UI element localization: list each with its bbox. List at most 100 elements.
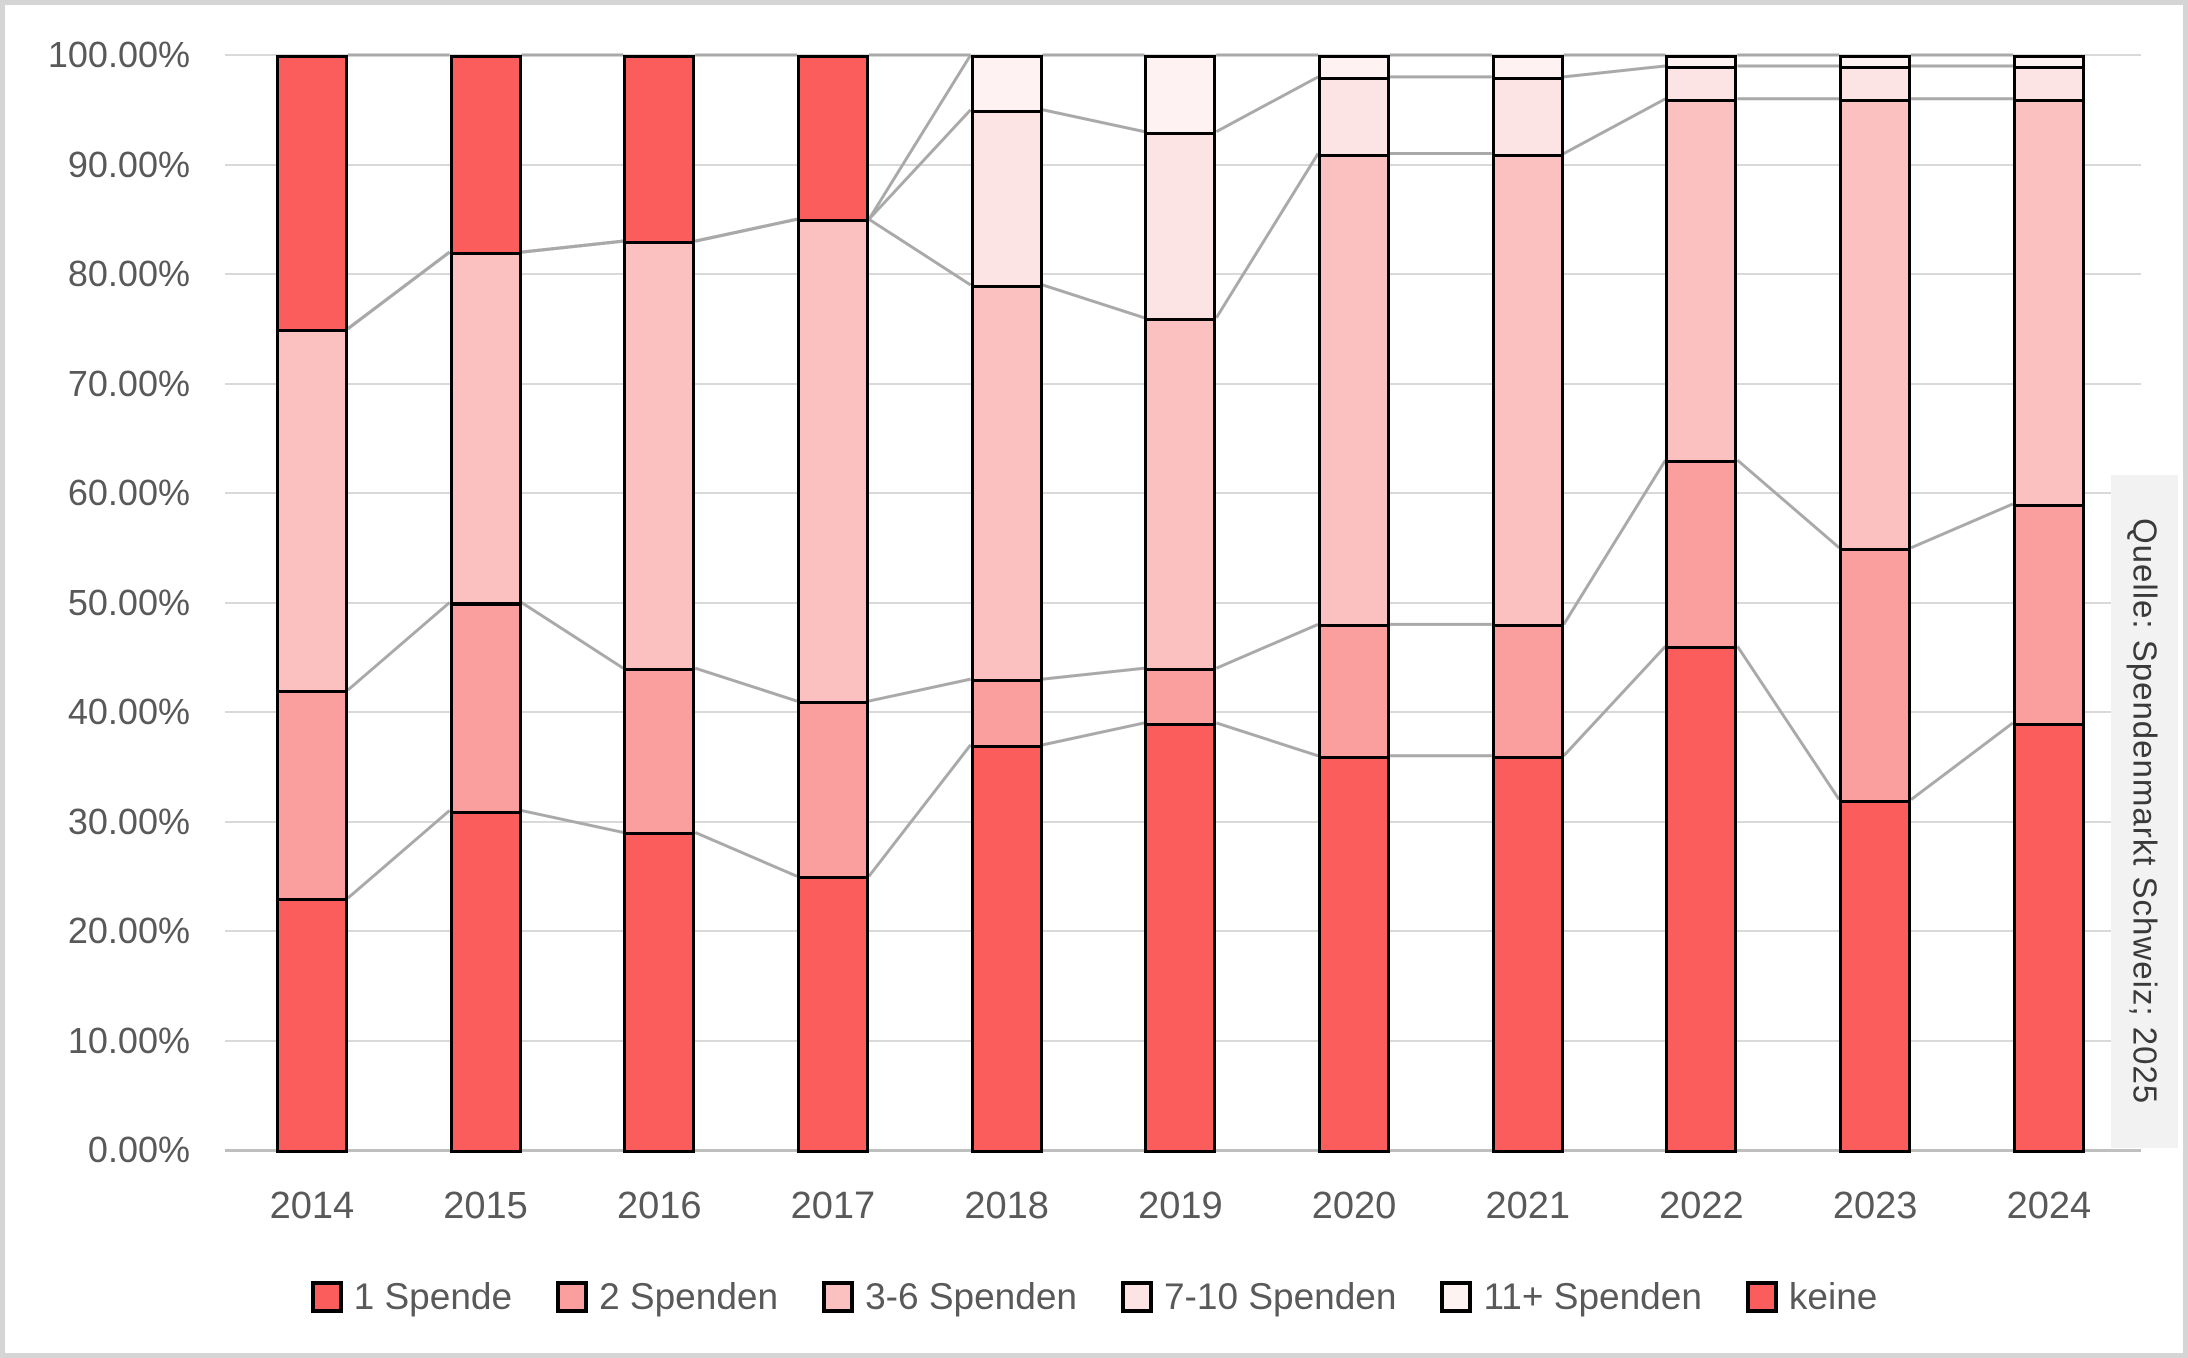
series-line-2-spenden: [1042, 666, 1145, 681]
bar-segment-2018-1-spende: [970, 744, 1043, 1153]
bar-segment-2019-7-10-spenden: [1144, 131, 1217, 321]
bar-segment-2021-1-spende: [1491, 755, 1564, 1153]
bar-segment-2017-1-spende: [796, 876, 869, 1153]
bar-segment-2022-1-spende: [1665, 646, 1738, 1153]
series-line-7-10-spenden: [1042, 108, 1145, 134]
y-axis-label-20: 20.00%: [67, 910, 190, 951]
bar-segment-2019-1-spende: [1144, 722, 1217, 1153]
series-line-2-spenden: [694, 666, 798, 703]
bar-segment-2014-1-spende: [275, 898, 348, 1153]
series-line-11+-spenden: [694, 217, 798, 243]
series-line-1-spende: [346, 809, 451, 900]
series-line-1-spende: [1042, 721, 1145, 747]
source-box: Quelle: Spendenmarkt Schweiz; 2025: [2111, 475, 2178, 1148]
legend-item-7-10-spenden: 7-10 Spenden: [1120, 1276, 1397, 1317]
x-axis-label-2022: 2022: [1659, 1185, 1744, 1227]
bar-segment-2021-11+-spenden: [1491, 55, 1564, 80]
bar-segment-2023-11+-spenden: [1839, 55, 1912, 69]
bar-segment-2024-3-6-spenden: [2012, 98, 2085, 507]
series-line-11+-spenden: [346, 250, 451, 330]
series-line-1-spende: [1910, 721, 2014, 801]
bar-segment-2022-11+-spenden: [1665, 55, 1738, 69]
series-line-3-6-spenden: [1563, 97, 1667, 155]
legend-item-2-spenden: 2 Spenden: [556, 1277, 778, 1317]
legend-swatch-icon: [556, 1281, 589, 1313]
bar-segment-2018-7-10-spenden: [970, 109, 1043, 288]
series-line-7-10-spenden: [1215, 75, 1319, 133]
legend-swatch-icon: [1120, 1281, 1153, 1313]
x-axis-label-2020: 2020: [1311, 1185, 1397, 1227]
legend-label: 11+ Spenden: [1483, 1276, 1702, 1317]
bar-segment-2018-11+-spenden: [970, 55, 1043, 113]
bar-segment-2015-keine: [449, 55, 522, 256]
bar-segment-2023-1-spende: [1839, 799, 1912, 1153]
series-line-1-spende: [694, 831, 798, 878]
legend-swatch-icon: [310, 1281, 343, 1313]
x-axis-label-2014: 2014: [269, 1185, 355, 1227]
legend-label: 7-10 Spenden: [1163, 1276, 1397, 1317]
x-axis-label-2021: 2021: [1485, 1185, 1571, 1227]
series-line-11+-spenden: [867, 54, 972, 221]
x-axis-label-2019: 2019: [1138, 1185, 1223, 1227]
series-line-1-spende: [1562, 645, 1667, 757]
legend-label: 1 Spende: [353, 1276, 513, 1317]
x-axis-label-2015: 2015: [443, 1185, 528, 1227]
series-line-2-spenden: [1736, 459, 1841, 549]
legend-swatch-icon: [822, 1281, 855, 1313]
bar-segment-2023-3-6-spenden: [1839, 98, 1912, 551]
series-connector-lines: [346, 53, 2014, 900]
bar-segment-2020-7-10-spenden: [1318, 76, 1391, 157]
source-label: Quelle: Spendenmarkt Schweiz; 2025: [2126, 518, 2164, 1105]
legend-label: keine: [1788, 1276, 1878, 1317]
bar-segment-2024-7-10-spenden: [2012, 65, 2085, 102]
bar-segment-2014-2-spenden: [275, 690, 348, 902]
series-line-1-spende: [1215, 721, 1319, 758]
bar-segment-2024-11+-spenden: [2012, 55, 2085, 69]
bar-segment-2017-keine: [796, 55, 869, 223]
legend: 1 Spende 2 Spenden 3-6 Spenden 7-10 Spenden…: [5, 1277, 2183, 1317]
bar-segment-2017-3-6-spenden: [796, 219, 869, 705]
x-axis-label-2017: 2017: [790, 1185, 876, 1227]
series-line-1-spende: [521, 809, 624, 834]
legend-swatch-icon: [1440, 1281, 1473, 1313]
bar-segment-2018-3-6-spenden: [970, 284, 1043, 683]
series-line-2-spenden: [346, 601, 451, 692]
bar-segment-2023-2-spenden: [1839, 547, 1912, 803]
legend-swatch-icon: [1745, 1281, 1778, 1313]
series-line-7-10-spenden: [867, 108, 972, 221]
bar-segment-2019-3-6-spenden: [1144, 317, 1217, 672]
series-line-2-spenden: [520, 601, 625, 670]
y-axis-label-0: 0.00%: [87, 1129, 190, 1170]
bar-segment-2022-2-spenden: [1665, 460, 1738, 650]
y-axis-label-50: 50.00%: [67, 581, 190, 623]
bar-segment-2020-1-spende: [1318, 755, 1391, 1153]
legend-label: 2 Spenden: [599, 1276, 779, 1317]
series-line-3-6-spenden: [1215, 152, 1320, 319]
series-line-2-spenden: [1910, 502, 2014, 550]
bar-segment-2020-11+-spenden: [1318, 55, 1391, 80]
bar-segment-2014-3-6-spenden: [275, 328, 348, 694]
bar-segment-2021-7-10-spenden: [1491, 76, 1564, 157]
bar-segment-2024-2-spenden: [2012, 503, 2085, 726]
bar-segment-2015-2-spenden: [449, 602, 522, 814]
series-line-2-spenden: [868, 677, 971, 703]
x-axis-label-2024: 2024: [2006, 1185, 2092, 1227]
y-axis-label-90: 90.00%: [67, 143, 190, 185]
bar-segment-2021-2-spenden: [1491, 624, 1564, 759]
bar-segment-2017-2-spenden: [796, 701, 869, 880]
series-line-11+-spenden: [521, 239, 624, 254]
bar-segment-2016-2-spenden: [623, 668, 696, 836]
y-axis-label-40: 40.00%: [67, 691, 190, 732]
series-line-7-10-spenden: [1563, 64, 1666, 79]
bar-segment-2015-3-6-spenden: [449, 252, 522, 606]
y-axis-label-60: 60.00%: [67, 472, 190, 513]
x-axis-label-2023: 2023: [1832, 1185, 1918, 1227]
y-axis-label-80: 80.00%: [67, 253, 190, 294]
y-axis-label-100: 100.00%: [47, 34, 190, 75]
series-line-1-spende: [1736, 645, 1841, 801]
series-line-2-spenden: [1562, 459, 1667, 626]
bar-segment-2024-1-spende: [2012, 722, 2085, 1153]
legend-label: 3-6 Spenden: [865, 1276, 1077, 1317]
legend-item-3-6-spenden: 3-6 Spenden: [822, 1277, 1077, 1317]
y-axis-label-10: 10.00%: [67, 1019, 190, 1061]
